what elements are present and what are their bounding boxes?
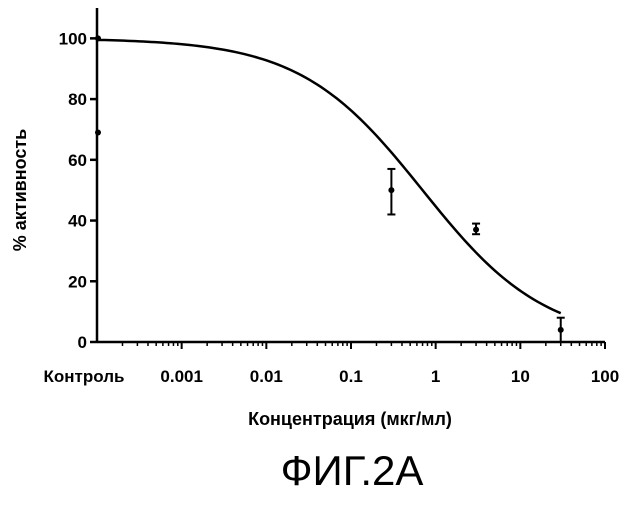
y-tick-label: 100 bbox=[59, 29, 87, 48]
fit-curve bbox=[97, 40, 561, 313]
fit-curve-layer bbox=[97, 40, 561, 313]
x-axis-title: Концентрация (мкг/мл) bbox=[248, 409, 452, 429]
data-points-layer bbox=[95, 35, 565, 342]
control-data-point bbox=[95, 35, 101, 41]
data-point bbox=[473, 227, 479, 233]
control-data-point bbox=[95, 129, 101, 135]
axes bbox=[97, 8, 605, 342]
x-tick-label: 100 bbox=[591, 367, 619, 386]
y-tick-label: 80 bbox=[68, 90, 87, 109]
x-tick-label: 10 bbox=[511, 367, 530, 386]
x-tick-label: 0.01 bbox=[250, 367, 283, 386]
x-tick-label: 1 bbox=[431, 367, 440, 386]
y-tick-label: 20 bbox=[68, 272, 87, 291]
x-tick-label: 0.1 bbox=[339, 367, 363, 386]
y-axis-title: % активность bbox=[10, 129, 30, 252]
x-tick-label-control: Контроль bbox=[44, 367, 125, 386]
data-point bbox=[388, 187, 394, 193]
y-tick-label: 40 bbox=[68, 212, 87, 231]
y-tick-label: 60 bbox=[68, 151, 87, 170]
ticks: 0 20 40 60 80 100 0.001 0.01 0.1 1 10 100 bbox=[59, 29, 620, 386]
y-tick-label: 0 bbox=[78, 333, 87, 352]
data-point bbox=[558, 327, 564, 333]
figure-caption: ФИГ.2А bbox=[281, 447, 424, 494]
x-tick-label: 0.001 bbox=[160, 367, 203, 386]
